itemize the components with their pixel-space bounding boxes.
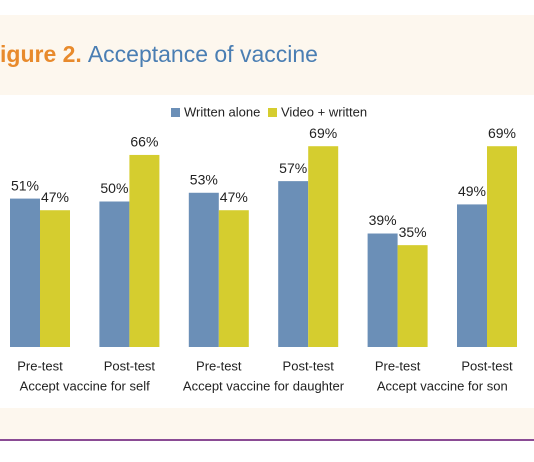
- chart-title: igure 2. Acceptance of vaccine: [0, 41, 318, 67]
- title-prefix: igure 2.: [0, 41, 82, 67]
- bar: [457, 204, 487, 347]
- x-tick-label: Post-test: [104, 358, 156, 373]
- bar: [218, 210, 249, 347]
- bar: [99, 201, 130, 347]
- legend-swatch: [268, 108, 277, 117]
- group-label: Accept vaccine for son: [377, 378, 508, 393]
- legend-swatch: [171, 108, 180, 117]
- x-tick-label: Post-test: [461, 358, 513, 373]
- bar: [10, 198, 40, 347]
- data-label: 69%: [309, 125, 337, 141]
- bar: [40, 210, 70, 347]
- x-tick-label: Pre-test: [375, 358, 421, 373]
- bar: [308, 146, 339, 347]
- footer-band: [0, 408, 534, 440]
- title-band: [0, 15, 534, 95]
- data-label: 57%: [279, 160, 307, 176]
- data-label: 69%: [488, 125, 516, 141]
- bar: [367, 233, 398, 347]
- title-text: Acceptance of vaccine: [88, 41, 318, 67]
- bar: [188, 192, 219, 347]
- bar: [487, 146, 517, 347]
- data-label: 50%: [100, 180, 128, 196]
- data-label: 49%: [458, 183, 486, 199]
- data-label: 39%: [369, 212, 397, 228]
- group-label: Accept vaccine for daughter: [183, 378, 345, 393]
- data-label: 66%: [130, 134, 158, 150]
- x-tick-label: Pre-test: [17, 358, 63, 373]
- x-tick-label: Post-test: [283, 358, 335, 373]
- data-label: 53%: [190, 171, 218, 187]
- data-label: 35%: [399, 224, 427, 240]
- x-tick-label: Pre-test: [196, 358, 242, 373]
- data-label: 47%: [220, 189, 248, 205]
- bar: [129, 154, 160, 347]
- legend-label: Written alone: [184, 104, 260, 119]
- data-label: 51%: [11, 177, 39, 193]
- bar: [278, 181, 309, 347]
- group-label: Accept vaccine for self: [20, 378, 150, 393]
- legend-label: Video + written: [281, 104, 367, 119]
- data-label: 47%: [41, 189, 69, 205]
- bar: [397, 245, 428, 347]
